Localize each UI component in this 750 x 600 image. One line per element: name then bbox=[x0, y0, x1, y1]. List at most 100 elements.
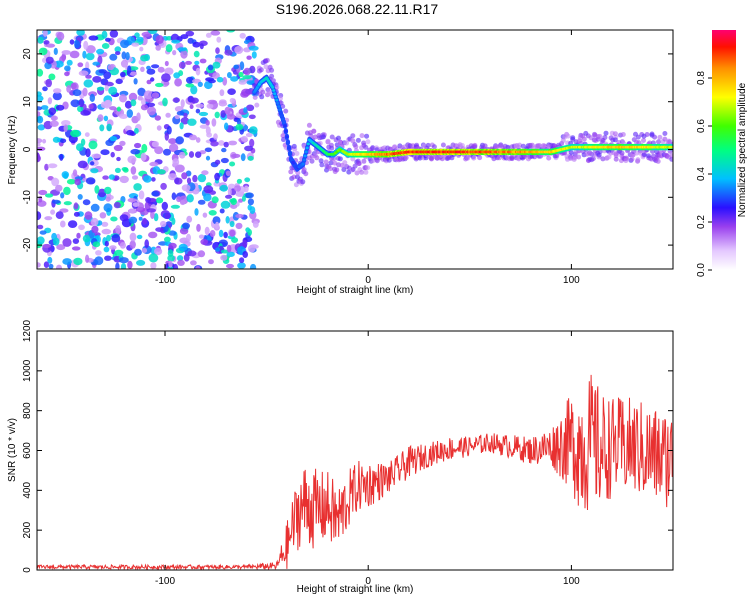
noise-blob bbox=[210, 140, 219, 147]
noise-blob bbox=[103, 115, 109, 122]
noise-blob bbox=[248, 244, 256, 253]
noise-blob bbox=[140, 152, 147, 161]
noise-blob bbox=[71, 246, 81, 251]
noise-blob bbox=[145, 197, 152, 203]
noise-blob bbox=[45, 56, 54, 64]
noise-blob bbox=[92, 61, 100, 66]
noise-blob bbox=[53, 47, 58, 56]
noise-blob bbox=[155, 82, 164, 88]
noise-blob bbox=[208, 210, 217, 216]
ridge-core bbox=[281, 117, 285, 121]
noise-blob bbox=[111, 234, 121, 243]
noise-blob bbox=[171, 192, 177, 200]
ridge-halo bbox=[306, 122, 312, 128]
noise-blob bbox=[195, 67, 201, 76]
noise-blob bbox=[138, 190, 145, 200]
noise-blob bbox=[154, 115, 161, 121]
noise-blob bbox=[96, 86, 105, 91]
noise-blob bbox=[60, 138, 67, 144]
noise-blob bbox=[167, 254, 175, 262]
ridge-halo bbox=[354, 170, 360, 176]
noise-blob bbox=[203, 185, 214, 194]
y-tick-label: 1200 bbox=[22, 319, 33, 342]
ridge-halo bbox=[350, 138, 356, 143]
ridge-halo bbox=[505, 144, 511, 150]
noise-blob bbox=[186, 76, 194, 84]
noise-blob bbox=[175, 136, 184, 145]
noise-blob bbox=[70, 99, 80, 108]
noise-blob bbox=[39, 230, 47, 235]
ridge-core bbox=[305, 146, 309, 150]
noise-blob bbox=[200, 238, 208, 245]
noise-blob bbox=[176, 111, 185, 116]
noise-blob bbox=[198, 111, 209, 117]
noise-blob bbox=[72, 89, 82, 97]
noise-blob bbox=[160, 220, 167, 228]
noise-blob bbox=[101, 221, 109, 227]
ridge-halo bbox=[641, 152, 647, 158]
ridge-halo bbox=[264, 57, 270, 63]
noise-blob bbox=[161, 201, 168, 211]
noise-blob bbox=[85, 177, 96, 185]
colorbar-tick-label: 0.6 bbox=[696, 119, 707, 133]
noise-blob bbox=[55, 104, 65, 111]
ridge-halo bbox=[634, 150, 640, 156]
noise-blob bbox=[50, 115, 59, 121]
y-tick-label: 10 bbox=[22, 96, 33, 108]
noise-blob bbox=[195, 108, 201, 114]
noise-blob bbox=[120, 263, 127, 269]
noise-blob bbox=[99, 212, 107, 219]
noise-blob bbox=[61, 171, 69, 179]
noise-blob bbox=[157, 66, 165, 73]
noise-blob bbox=[246, 104, 255, 112]
noise-blob bbox=[143, 175, 152, 183]
noise-blob bbox=[194, 208, 199, 216]
noise-blob bbox=[109, 245, 117, 250]
noise-blob bbox=[189, 104, 194, 109]
noise-blob bbox=[150, 77, 155, 82]
noise-blob bbox=[164, 67, 174, 76]
ridge-halo bbox=[363, 144, 369, 150]
noise-blob bbox=[37, 111, 41, 117]
noise-blob bbox=[230, 204, 238, 210]
noise-blob bbox=[248, 126, 258, 135]
noise-blob bbox=[76, 143, 84, 152]
noise-blob bbox=[214, 111, 220, 119]
ridge-halo bbox=[291, 174, 297, 180]
noise-blob bbox=[137, 95, 143, 101]
noise-blob bbox=[156, 125, 162, 131]
noise-blob bbox=[215, 47, 220, 54]
ridge-halo bbox=[417, 155, 423, 161]
snr-series-line bbox=[37, 374, 673, 570]
noise-blob bbox=[182, 222, 190, 230]
noise-blob bbox=[101, 43, 110, 49]
ridge-halo bbox=[590, 156, 596, 162]
noise-blob bbox=[183, 253, 190, 262]
ridge-halo bbox=[587, 151, 593, 156]
ridge-core bbox=[283, 124, 287, 127]
noise-blob bbox=[151, 177, 156, 182]
noise-blob bbox=[109, 136, 118, 142]
noise-blob bbox=[204, 81, 213, 90]
noise-blob bbox=[252, 220, 259, 228]
noise-blob bbox=[60, 220, 66, 228]
ridge-halo bbox=[603, 130, 609, 136]
noise-blob bbox=[115, 78, 123, 85]
noise-blob bbox=[197, 199, 206, 205]
noise-blob bbox=[223, 141, 229, 148]
noise-blob bbox=[48, 107, 57, 116]
noise-blob bbox=[82, 87, 88, 97]
noise-blob bbox=[120, 39, 130, 49]
noise-blob bbox=[227, 187, 232, 196]
noise-blob bbox=[180, 49, 188, 59]
ridge-halo bbox=[337, 156, 343, 162]
ridge-halo bbox=[352, 163, 358, 169]
noise-blob bbox=[73, 257, 83, 266]
noise-blob bbox=[42, 86, 48, 92]
ridge-core bbox=[273, 92, 277, 96]
noise-blob bbox=[212, 72, 220, 80]
noise-blob bbox=[88, 103, 94, 110]
noise-blob bbox=[148, 231, 158, 239]
noise-blob bbox=[208, 79, 216, 84]
